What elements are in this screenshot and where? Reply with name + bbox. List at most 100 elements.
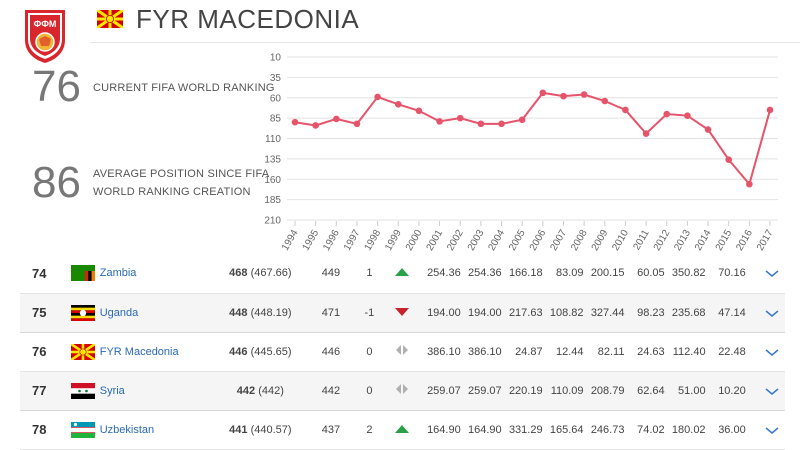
movement-cell: -1: [353, 292, 385, 333]
previous-points-cell: 471: [307, 292, 354, 333]
data-point: [746, 180, 753, 188]
chevron-down-icon: [765, 309, 779, 317]
score-cell: 24.63: [624, 332, 665, 372]
flag-cell: [70, 254, 100, 294]
data-point: [374, 93, 381, 101]
points-value: 448: [229, 306, 248, 319]
data-point: [684, 112, 691, 119]
x-tick-label: 2015: [714, 228, 735, 253]
expand-row-button[interactable]: [745, 332, 785, 372]
rank-cell: 78: [20, 410, 71, 450]
x-tick-label: 2007: [548, 228, 569, 253]
points-value: 446: [229, 345, 248, 358]
trend-up-icon: [395, 424, 410, 433]
score-cell: 70.16: [705, 254, 746, 294]
data-point: [601, 97, 609, 105]
expand-row-button[interactable]: [745, 410, 785, 450]
points-cell: 442 (442): [212, 370, 308, 411]
previous-points-cell: 442: [307, 370, 354, 411]
score-cell: 164.90: [460, 410, 502, 450]
federation-logo[interactable]: ФФМ: [22, 6, 68, 64]
logo-text: ФФМ: [34, 19, 57, 29]
data-point: [498, 120, 505, 128]
header-divider: [90, 42, 800, 43]
average-label-line2: WORLD RANKING CREATION: [93, 186, 251, 198]
data-point: [518, 116, 526, 124]
score-cell: 254.36: [419, 254, 461, 294]
data-point: [704, 126, 712, 133]
page-title: FYR MACEDONIA: [136, 4, 360, 34]
flag-cell: [70, 410, 100, 450]
score-cell: 259.07: [419, 370, 461, 411]
country-cell: Syria: [99, 370, 213, 411]
flag-cell: [70, 332, 100, 372]
country-link[interactable]: FYR Macedonia: [99, 345, 179, 358]
rank-cell: 76: [20, 332, 71, 372]
x-tick-label: 2016: [734, 228, 755, 253]
country-cell: Uganda: [99, 292, 213, 333]
points-value: 468: [229, 267, 248, 280]
score-cell: 220.19: [501, 370, 543, 411]
zambia-flag-icon: [70, 265, 95, 282]
rank-cell: 74: [20, 254, 71, 294]
points-exact: (440.57): [250, 423, 292, 436]
x-tick-label: 2002: [445, 228, 466, 253]
ranking-table: 74 Zambia 468 (467.66) 449 1 254.36 254.36 166.…: [20, 254, 785, 450]
macedonia-flag-icon: [97, 10, 123, 28]
data-point: [312, 122, 319, 129]
expand-row-button[interactable]: [745, 370, 785, 411]
data-point: [539, 89, 547, 97]
score-cell: 10.20: [705, 370, 746, 411]
rank-cell: 75: [20, 292, 71, 333]
expand-row-button[interactable]: [745, 254, 785, 294]
x-tick-label: 2010: [610, 228, 631, 253]
table-row[interactable]: 74 Zambia 468 (467.66) 449 1 254.36 254.36 166.…: [20, 254, 785, 294]
data-point: [436, 118, 443, 125]
x-tick-label: 2013: [672, 228, 693, 253]
data-point: [560, 92, 567, 100]
x-tick-label: 1995: [301, 228, 322, 253]
y-tick-label: 160: [264, 175, 281, 186]
score-cell: 166.18: [501, 254, 543, 294]
data-point: [353, 120, 361, 128]
country-link[interactable]: Zambia: [99, 267, 137, 280]
chevron-down-icon: [765, 270, 779, 278]
trend-cell: [384, 370, 420, 411]
score-cell: 235.68: [664, 292, 706, 333]
x-tick-label: 2009: [590, 228, 611, 253]
data-point: [580, 91, 588, 98]
score-cell: 194.00: [419, 292, 461, 333]
x-tick-label: 2004: [486, 228, 507, 253]
score-cell: 386.10: [460, 332, 502, 372]
table-row[interactable]: 75 Uganda 448 (448.19) 471 -1 194.00 194.00 217…: [20, 292, 785, 333]
y-tick-label: 85: [270, 114, 282, 125]
trend-down-icon: [395, 307, 410, 316]
country-link[interactable]: Uganda: [99, 306, 139, 319]
y-tick-label: 135: [264, 154, 281, 165]
chevron-down-icon: [765, 348, 779, 356]
x-tick-label: 2017: [755, 228, 776, 253]
points-exact: (442): [258, 384, 284, 397]
data-point: [456, 114, 464, 122]
x-tick-label: 2011: [631, 228, 651, 253]
x-tick-label: 2014: [693, 228, 714, 253]
country-link[interactable]: Uzbekistan: [99, 423, 155, 436]
score-cell: 165.64: [542, 410, 584, 450]
score-cell: 83.09: [542, 254, 584, 294]
y-tick-label: 10: [270, 53, 282, 64]
table-row[interactable]: 77 Syria 442 (442) 442 0 259.07 259.07 220.19 11…: [20, 370, 785, 411]
expand-row-button[interactable]: [745, 292, 785, 333]
x-tick-label: 2012: [652, 228, 673, 253]
table-row[interactable]: 78 Uzbekistan 441 (440.57) 437 2 164.90 164.90…: [20, 410, 785, 450]
points-exact: (445.65): [250, 345, 292, 358]
table-row[interactable]: 76 FYR Macedonia 446 (445.65) 446 0 386.10 386…: [20, 332, 785, 372]
score-cell: 327.44: [583, 292, 625, 333]
score-cell: 331.29: [501, 410, 543, 450]
data-point: [333, 115, 340, 123]
previous-points-cell: 446: [307, 332, 354, 372]
ranking-series-line: [294, 91, 771, 187]
data-point: [415, 107, 423, 115]
y-tick-label: 210: [264, 216, 281, 227]
country-link[interactable]: Syria: [99, 384, 125, 397]
